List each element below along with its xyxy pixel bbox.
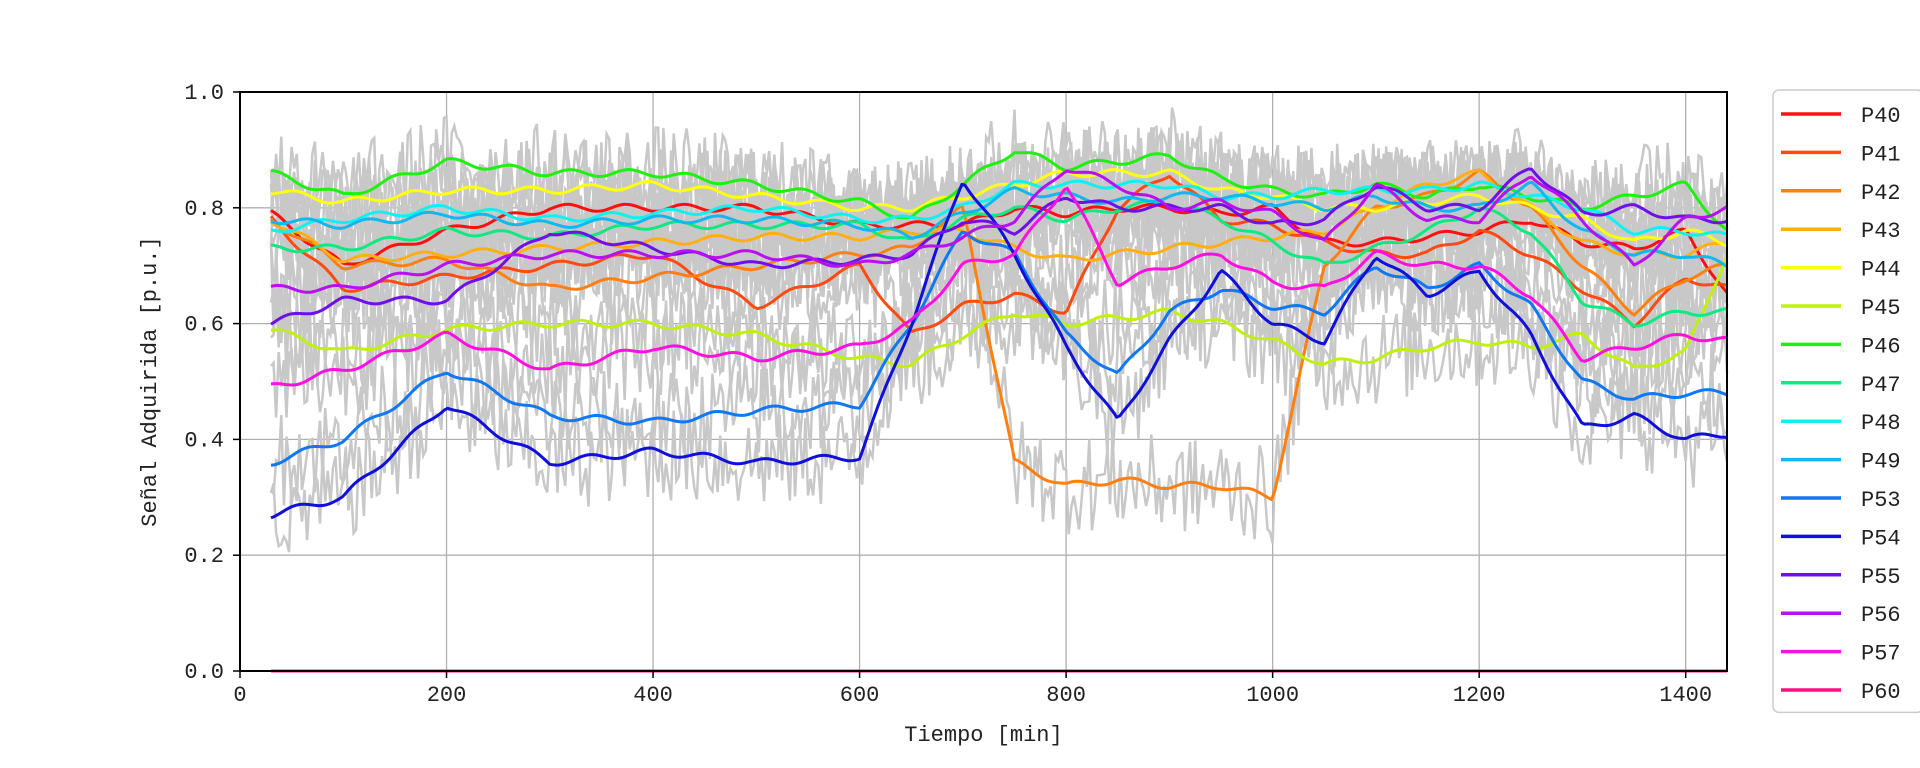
series-line-p46 — [270, 151, 1728, 231]
legend-label-p46: P46 — [1861, 334, 1901, 359]
x-tick-label: 1200 — [1453, 683, 1506, 708]
legend-label-p57: P57 — [1861, 642, 1901, 667]
x-tick-label: 0 — [233, 683, 246, 708]
plot-frame — [239, 91, 1728, 672]
legend-label-p40: P40 — [1861, 104, 1901, 129]
raw-trace-p45 — [270, 265, 1729, 412]
x-tick-label: 400 — [633, 683, 673, 708]
legend-box — [1772, 89, 1920, 714]
raw-trace-p55 — [269, 127, 1729, 363]
legend-label-p44: P44 — [1861, 258, 1901, 283]
legend-label-p45: P45 — [1861, 296, 1901, 321]
x-tick-label: 200 — [427, 683, 467, 708]
series-line-p48 — [270, 179, 1728, 237]
series-line-p49 — [270, 180, 1728, 268]
raw-trace-p57 — [270, 160, 1729, 419]
legend-label-p41: P41 — [1861, 142, 1901, 167]
y-tick-label: 0.0 — [184, 660, 224, 685]
y-tick-label: 0.8 — [184, 197, 224, 222]
series-line-p56 — [270, 169, 1728, 294]
series-line-p57 — [270, 186, 1728, 387]
x-axis-label: Tiempo [min] — [904, 723, 1062, 748]
series-line-p41 — [269, 174, 1728, 333]
y-tick-label: 0.2 — [184, 544, 224, 569]
x-tick-label: 600 — [840, 683, 880, 708]
legend-label-p42: P42 — [1861, 181, 1901, 206]
legend-label-p55: P55 — [1861, 565, 1901, 590]
series-line-p54 — [270, 182, 1728, 520]
raw-trace-p56 — [269, 133, 1729, 334]
x-tick-label: 1000 — [1246, 683, 1299, 708]
y-axis-label: Señal Adquirida [p.u.] — [138, 236, 163, 526]
legend-label-p47: P47 — [1861, 373, 1901, 398]
x-tick-label: 1400 — [1659, 683, 1712, 708]
legend-label-p49: P49 — [1861, 450, 1901, 475]
legend-label-p60: P60 — [1861, 680, 1901, 705]
y-tick-label: 0.4 — [184, 428, 224, 453]
legend-label-p48: P48 — [1861, 411, 1901, 436]
series-line-p44 — [270, 168, 1728, 248]
legend: P40 P41 P42 P43 P44 P45 P46 P47 P48 P49 P53 P54 P55 P… — [1772, 89, 1920, 714]
raw-trace-p46 — [270, 107, 1729, 263]
y-tick-label: 0.6 — [184, 313, 224, 338]
legend-label-p54: P54 — [1861, 526, 1901, 551]
tick-labels: 0 200 400 600 800 1000 1200 1400 0.0 0.2 0.4 0.6 0.8… — [184, 81, 1712, 708]
legend-label-p56: P56 — [1861, 603, 1901, 628]
legend-label-p43: P43 — [1861, 219, 1901, 244]
legend-label-p53: P53 — [1861, 488, 1901, 513]
x-tick-label: 800 — [1046, 683, 1086, 708]
y-tick-label: 1.0 — [184, 81, 224, 106]
series-line-p45 — [270, 255, 1729, 369]
